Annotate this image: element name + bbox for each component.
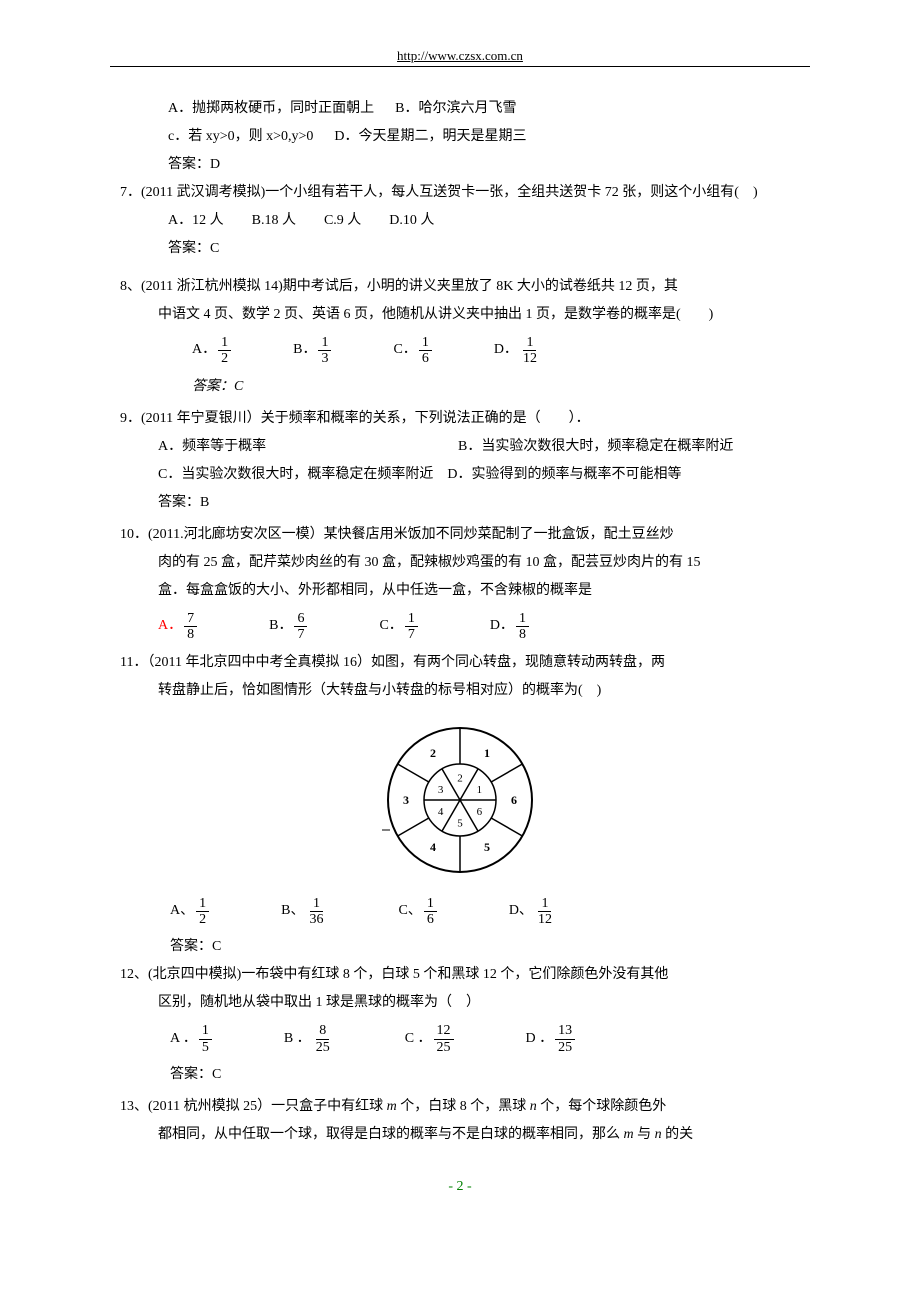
header-rule: [110, 66, 810, 67]
q10-opt-a: A．78: [158, 611, 199, 643]
q10-l2: 肉的有 25 盒，配芹菜炒肉丝的有 30 盒，配辣椒炒鸡蛋的有 10 盒，配芸豆…: [110, 549, 810, 577]
q11-options: A、12 B、136 C、16 D、112: [110, 896, 810, 928]
svg-text:1: 1: [477, 783, 483, 795]
page-header-url: http://www.czsx.com.cn: [110, 48, 810, 64]
q8-stem1: 8、(2011 浙江杭州模拟 14)期中考试后，小明的讲义夹里放了 8K 大小的…: [110, 273, 810, 301]
q12-opt-a: A ．15: [170, 1023, 214, 1055]
q6-row2: c．若 xy>0，则 x>0,y>0 D．今天星期二，明天是星期三: [110, 123, 810, 151]
q8-answer: 答案：C: [110, 373, 810, 401]
spinner-svg: 2 1 6 5 4 3 2 1 6 5 4 3: [375, 715, 545, 885]
q9-stem: 9．(2011 年宁夏银川）关于频率和概率的关系，下列说法正确的是（ ）．: [110, 405, 810, 433]
q13-l1: 13、(2011 杭州模拟 25）一只盒子中有红球 m 个，白球 8 个，黑球 …: [110, 1093, 810, 1121]
q9-answer: 答案：B: [110, 489, 810, 517]
q12-l2: 区别，随机地从袋中取出 1 球是黑球的概率为（ ）: [110, 989, 810, 1017]
q8-opt-c: C．16: [393, 335, 433, 367]
q12-opt-d: D ．1325: [526, 1023, 578, 1055]
q11-l1: 11．（2011 年北京四中中考全真模拟 16）如图，有两个同心转盘，现随意转动…: [110, 649, 810, 677]
svg-text:4: 4: [430, 839, 436, 853]
q11-opt-b: B、136: [281, 896, 328, 928]
svg-text:3: 3: [438, 783, 444, 795]
page-footer: - 2 -: [110, 1179, 810, 1195]
q7-answer: 答案：C: [110, 235, 810, 263]
q8-opt-a: A．12: [192, 335, 233, 367]
q12-l1: 12、(北京四中模拟)一布袋中有红球 8 个，白球 5 个和黑球 12 个，它们…: [110, 961, 810, 989]
q7-stem: 7．(2011 武汉调考模拟)一个小组有若干人，每人互送贺卡一张，全组共送贺卡 …: [110, 179, 810, 207]
q13-l2: 都相同，从中任取一个球，取得是白球的概率与不是白球的概率相同，那么 m 与 n …: [110, 1121, 810, 1149]
q10-opt-b: B．67: [269, 611, 309, 643]
q12-options: A ．15 B ．825 C ．1225 D ．1325: [110, 1023, 810, 1055]
q11-opt-d: D、112: [509, 896, 557, 928]
q6-opt-b: B．哈尔滨六月飞雪: [395, 101, 516, 116]
svg-text:5: 5: [457, 817, 463, 829]
q10-options: A．78 B．67 C．17 D．18: [110, 611, 810, 643]
svg-text:6: 6: [477, 806, 483, 818]
q6-row1: A．抛掷两枚硬币，同时正面朝上 B．哈尔滨六月飞雪: [110, 95, 810, 123]
q6-opt-d: D．今天星期二，明天是星期三: [334, 129, 526, 144]
q11-answer: 答案：C: [110, 933, 810, 961]
q8-options: A．12 B．13 C．16 D．112: [110, 335, 810, 367]
q11-opt-a: A、12: [170, 896, 211, 928]
q10-l1: 10．(2011.河北廊坊安次区一模）某快餐店用米饭加不同炒菜配制了一批盒饭，配…: [110, 521, 810, 549]
q12-opt-c: C ．1225: [405, 1023, 456, 1055]
svg-text:6: 6: [511, 793, 517, 807]
q9-opt-d: D．实验得到的频率与概率不可能相等: [447, 467, 681, 482]
q9-row1: A．频率等于概率 B．当实验次数很大时，频率稳定在概率附近: [110, 433, 810, 461]
svg-text:5: 5: [484, 839, 490, 853]
q8-opt-b: B．13: [293, 335, 333, 367]
q7-opts: A．12 人 B.18 人 C.9 人 D.10 人: [110, 207, 810, 235]
q6-opt-c: c．若 xy>0，则 x>0,y>0: [168, 129, 313, 144]
q10-opt-d: D．18: [490, 611, 531, 643]
q11-l2: 转盘静止后，恰如图情形（大转盘与小转盘的标号相对应）的概率为( ): [110, 677, 810, 705]
spinner-figure: 2 1 6 5 4 3 2 1 6 5 4 3: [110, 715, 810, 890]
svg-text:2: 2: [457, 772, 463, 784]
q12-opt-b: B ．825: [284, 1023, 335, 1055]
q9-row2: C．当实验次数很大时，概率稳定在频率附近 D．实验得到的频率与概率不可能相等: [110, 461, 810, 489]
q9-opt-a: A．频率等于概率: [158, 433, 458, 461]
svg-text:3: 3: [403, 793, 409, 807]
q10-l3: 盒．每盒盒饭的大小、外形都相同，从中任选一盒，不含辣椒的概率是: [110, 577, 810, 605]
q9-opt-c: C．当实验次数很大时，概率稳定在频率附近: [158, 467, 433, 482]
svg-text:1: 1: [484, 746, 490, 760]
q8-opt-d: D．112: [494, 335, 542, 367]
q9-opt-b: B．当实验次数很大时，频率稳定在概率附近: [458, 433, 733, 461]
q12-answer: 答案：C: [110, 1061, 810, 1089]
q10-opt-c: C．17: [379, 611, 419, 643]
q11-opt-c: C、16: [398, 896, 438, 928]
q6-answer: 答案：D: [110, 151, 810, 179]
svg-text:4: 4: [438, 806, 444, 818]
q6-opt-a: A．抛掷两枚硬币，同时正面朝上: [168, 101, 374, 116]
svg-text:2: 2: [430, 746, 436, 760]
q8-stem2: 中语文 4 页、数学 2 页、英语 6 页，他随机从讲义夹中抽出 1 页，是数学…: [110, 301, 810, 329]
